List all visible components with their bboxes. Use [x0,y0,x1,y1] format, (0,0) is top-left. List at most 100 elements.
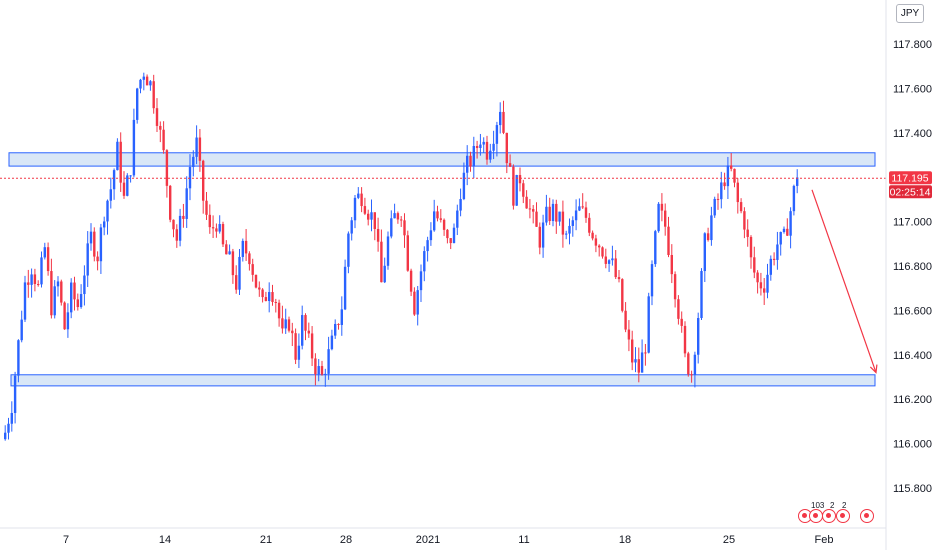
time-tick-label: 2021 [416,534,440,546]
candle-body [241,240,244,257]
resistance-zone[interactable] [8,152,876,167]
currency-button[interactable]: JPY [896,4,924,23]
economic-events[interactable]: 103 2 2 [798,501,878,527]
price-axis[interactable]: 117.800117.600117.400117.200117.000116.8… [893,39,932,495]
time-tick-label: 7 [63,534,69,546]
candle-body [739,202,743,212]
time-axis[interactable]: 7 14 21 28 2021 11 18 25 Feb [63,534,834,546]
candle-body [584,207,588,218]
candle-body [175,229,178,241]
candle-body [400,219,403,221]
candle-body [406,235,409,271]
candle-body [581,206,584,208]
candle-body [268,292,271,302]
candle-body [647,296,650,353]
candle-body [301,315,304,346]
candle-body [786,228,789,236]
countdown-label: 02:25:14 [890,186,931,198]
candle-body [466,155,469,173]
candle-body [172,219,175,230]
candle-body [96,256,99,262]
candle-body [46,247,50,272]
candle-body [149,81,152,86]
candle-body [588,217,591,233]
candle-body [198,137,202,161]
candle-body [347,233,350,267]
event-marker[interactable] [809,509,823,523]
candle-body [334,323,337,336]
candle-body [103,221,106,228]
candle-body [357,193,360,198]
event-marker[interactable] [822,509,836,523]
candle-body [571,220,574,226]
candle-body [317,366,320,375]
candle-body [690,374,693,376]
candle-body [736,182,739,203]
candle-body [17,340,20,376]
time-tick-label: 21 [260,534,272,546]
candle-body [680,318,683,326]
candle-body [505,132,508,164]
candle-body [409,270,413,292]
event-marker[interactable] [836,509,850,523]
candle-body [142,76,145,80]
event-dot [813,513,818,518]
time-tick-label: 18 [619,534,631,546]
price-tick-label: 117.600 [893,83,932,95]
candle-body [687,353,690,375]
candle-body [119,141,122,183]
candle-body [723,182,726,187]
candle-body [297,345,301,360]
candle-body [607,260,611,264]
candle-body [779,231,782,245]
candle-body [330,335,334,350]
candle-body [792,185,796,212]
candle-body [363,206,367,214]
candle-body [703,233,706,272]
price-tick-label: 116.400 [893,350,932,362]
price-tick-label: 116.200 [893,394,932,406]
candle-body [122,182,126,196]
candle-body [188,167,192,189]
candle-body [716,198,720,200]
candle-body [545,206,548,223]
price-tick-label: 117.000 [893,217,932,229]
event-marker[interactable] [860,509,874,523]
candle-body [20,319,23,341]
candle-body [155,108,159,126]
candle-body [532,209,535,212]
candle-body [657,203,660,232]
candle-body [274,301,277,303]
candle-body [604,256,607,264]
candle-body [376,228,380,242]
candle-body [631,339,634,363]
candle-body [654,231,657,265]
candle-body [251,264,254,275]
price-tick-label: 116.600 [893,305,932,317]
projection-arrowhead [869,364,878,374]
candle-body [37,284,40,286]
candle-body [353,197,357,221]
support-zone[interactable] [10,374,876,387]
candle-body [324,373,327,375]
candle-body [271,292,274,302]
candle-body [254,274,258,288]
candle-body [340,309,343,325]
candle-body [462,172,466,200]
candle-body [106,200,109,222]
candle-body [23,282,27,320]
projection-arrow[interactable] [811,189,878,374]
candle-body [396,213,400,220]
candle-body [634,359,637,363]
candle-body [195,137,198,157]
candle-body [693,354,697,375]
candle-body [479,144,482,149]
candle-body [673,274,677,300]
candle-body [310,333,314,359]
candle-body [475,145,479,149]
candle-body [248,253,251,265]
candle-body [558,211,561,222]
candle-body [235,275,238,290]
candle-body [436,211,439,219]
